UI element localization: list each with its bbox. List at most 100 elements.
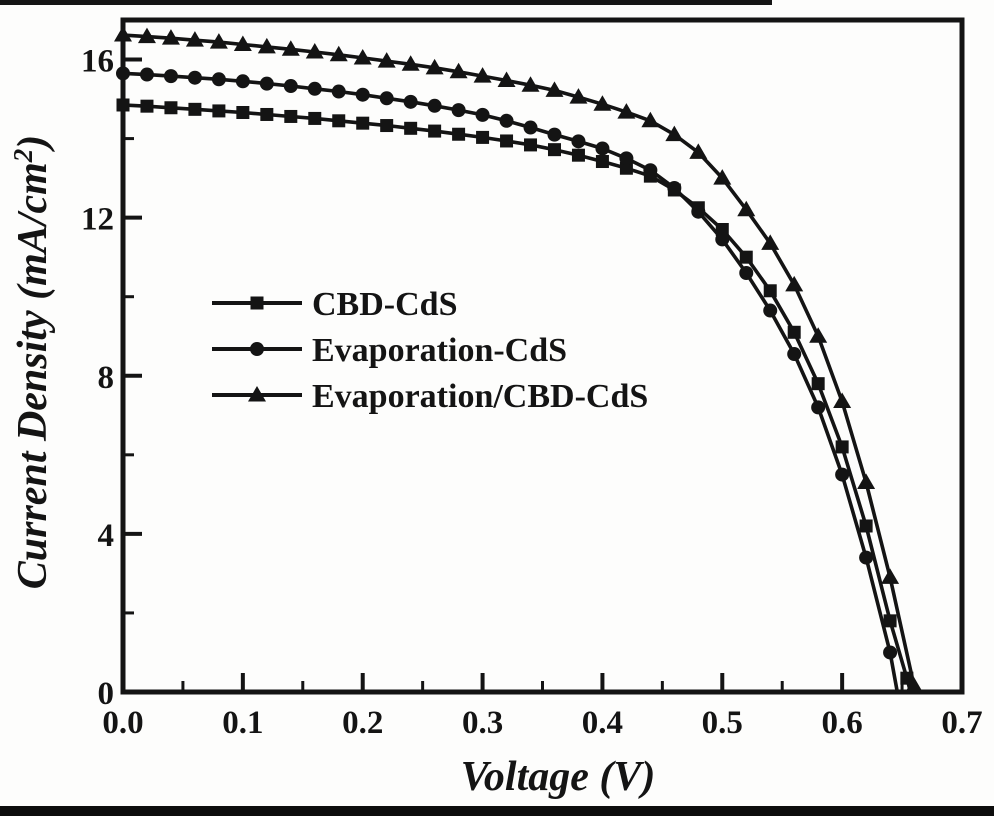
x-axis-tick-label: 0.2 bbox=[342, 705, 383, 741]
marker-triangle-evaporation-cbd-cds bbox=[713, 169, 732, 185]
marker-triangle-evaporation-cbd-cds bbox=[761, 234, 780, 250]
y-axis-title: Current Density (mA/cm2) bbox=[8, 135, 56, 590]
marker-triangle-evaporation-cbd-cds bbox=[137, 27, 156, 44]
marker-circle-evaporation-cds bbox=[739, 265, 754, 280]
marker-square-cbd-cds bbox=[308, 111, 322, 125]
marker-circle-evaporation-cds bbox=[331, 84, 346, 99]
series-line-evaporation-cds bbox=[122, 71, 900, 693]
marker-circle-evaporation-cds bbox=[163, 69, 178, 84]
marker-square-cbd-cds bbox=[116, 98, 130, 112]
marker-triangle-evaporation-cbd-cds bbox=[401, 55, 420, 71]
marker-square-cbd-cds bbox=[212, 104, 226, 118]
marker-triangle-evaporation-cbd-cds bbox=[809, 327, 828, 343]
marker-triangle-evaporation-cbd-cds bbox=[353, 48, 372, 65]
marker-triangle-evaporation-cbd-cds bbox=[425, 58, 444, 75]
marker-circle-evaporation-cds bbox=[787, 347, 802, 362]
x-axis-tick-label: 0.3 bbox=[462, 705, 503, 741]
marker-square-cbd-cds bbox=[883, 614, 897, 628]
x-axis-tick-label: 0.7 bbox=[941, 705, 982, 741]
marker-triangle-evaporation-cbd-cds bbox=[449, 62, 468, 79]
marker-square-cbd-cds bbox=[356, 116, 370, 130]
marker-triangle-evaporation-cbd-cds bbox=[665, 125, 684, 142]
legend-label: CBD-CdS bbox=[312, 286, 457, 323]
marker-circle-evaporation-cds bbox=[715, 232, 730, 247]
marker-circle-evaporation-cds bbox=[355, 87, 370, 102]
legend-item-cbd-cds: CBD-CdS bbox=[212, 286, 457, 323]
legend-marker-triangle bbox=[248, 386, 266, 402]
marker-triangle-evaporation-cbd-cds bbox=[114, 26, 132, 42]
marker-square-cbd-cds bbox=[476, 130, 490, 144]
x-axis-tick-label: 0.4 bbox=[582, 705, 623, 741]
marker-triangle-evaporation-cbd-cds bbox=[161, 29, 180, 45]
marker-triangle-evaporation-cbd-cds bbox=[689, 143, 708, 159]
marker-circle-evaporation-cds bbox=[451, 103, 466, 118]
marker-circle-evaporation-cds bbox=[187, 70, 202, 85]
series-evaporation-cbd-cds bbox=[114, 26, 924, 693]
series-evaporation-cds bbox=[116, 66, 900, 693]
y-axis-tick-label: 12 bbox=[81, 202, 114, 238]
marker-triangle-evaporation-cbd-cds bbox=[833, 392, 852, 408]
marker-circle-evaporation-cds bbox=[259, 76, 274, 91]
marker-square-cbd-cds bbox=[524, 138, 538, 152]
marker-circle-evaporation-cds bbox=[571, 134, 586, 149]
marker-circle-evaporation-cds bbox=[595, 141, 610, 156]
marker-square-cbd-cds bbox=[452, 127, 466, 141]
x-axis-title: Voltage (V) bbox=[461, 754, 656, 800]
marker-square-cbd-cds bbox=[380, 119, 394, 133]
legend-marker-circle bbox=[250, 342, 264, 356]
marker-circle-evaporation-cds bbox=[667, 181, 682, 195]
marker-square-cbd-cds bbox=[164, 101, 178, 115]
marker-triangle-evaporation-cbd-cds bbox=[641, 111, 660, 128]
y-axis-tick-label: 4 bbox=[98, 518, 115, 554]
marker-triangle-evaporation-cbd-cds bbox=[881, 568, 900, 584]
marker-circle-evaporation-cds bbox=[619, 151, 634, 166]
marker-triangle-evaporation-cbd-cds bbox=[857, 473, 876, 489]
marker-square-cbd-cds bbox=[404, 121, 418, 135]
marker-circle-evaporation-cds bbox=[523, 120, 538, 135]
marker-circle-evaporation-cds bbox=[116, 66, 130, 81]
marker-square-cbd-cds bbox=[787, 325, 801, 339]
legend-marker-square bbox=[250, 296, 264, 310]
legend-item-evaporation-cds: Evaporation-CdS bbox=[212, 332, 567, 369]
marker-triangle-evaporation-cbd-cds bbox=[257, 37, 276, 54]
y-axis-tick-label: 16 bbox=[81, 44, 114, 80]
x-axis-tick-label: 0.0 bbox=[102, 705, 143, 741]
marker-triangle-evaporation-cbd-cds bbox=[521, 76, 540, 92]
marker-circle-evaporation-cds bbox=[499, 113, 514, 128]
marker-triangle-evaporation-cbd-cds bbox=[377, 52, 396, 68]
marker-triangle-evaporation-cbd-cds bbox=[737, 200, 756, 217]
marker-circle-evaporation-cds bbox=[139, 67, 154, 82]
marker-square-cbd-cds bbox=[619, 161, 633, 175]
marker-square-cbd-cds bbox=[547, 143, 561, 157]
marker-circle-evaporation-cds bbox=[547, 127, 562, 142]
marker-circle-evaporation-cds bbox=[811, 400, 826, 415]
marker-square-cbd-cds bbox=[763, 284, 777, 298]
marker-triangle-evaporation-cbd-cds bbox=[785, 275, 804, 292]
marker-circle-evaporation-cds bbox=[475, 107, 490, 122]
x-axis-tick-label: 0.5 bbox=[702, 705, 743, 741]
y-axis-tick-label: 8 bbox=[98, 360, 115, 396]
marker-square-cbd-cds bbox=[595, 155, 609, 169]
marker-square-cbd-cds bbox=[811, 377, 825, 391]
marker-triangle-evaporation-cbd-cds bbox=[497, 71, 516, 87]
marker-circle-evaporation-cds bbox=[763, 303, 778, 318]
marker-circle-evaporation-cds bbox=[307, 81, 322, 96]
marker-square-cbd-cds bbox=[571, 148, 585, 162]
marker-square-cbd-cds bbox=[739, 250, 753, 264]
legend-label: Evaporation-CdS bbox=[312, 332, 567, 369]
marker-circle-evaporation-cds bbox=[835, 467, 850, 482]
marker-square-cbd-cds bbox=[188, 102, 202, 116]
marker-circle-evaporation-cds bbox=[283, 79, 298, 94]
marker-triangle-evaporation-cbd-cds bbox=[305, 43, 324, 59]
legend: CBD-CdS Evaporation-CdS Evaporation/CBD-Cd… bbox=[212, 286, 648, 415]
marker-square-cbd-cds bbox=[500, 134, 514, 148]
marker-square-cbd-cds bbox=[715, 223, 729, 237]
marker-circle-evaporation-cds bbox=[403, 94, 418, 109]
marker-triangle-evaporation-cbd-cds bbox=[905, 677, 924, 693]
x-axis-tick-label: 0.6 bbox=[822, 705, 863, 741]
marker-circle-evaporation-cds bbox=[883, 645, 898, 660]
marker-circle-evaporation-cds bbox=[643, 163, 658, 178]
marker-circle-evaporation-cds bbox=[691, 204, 706, 219]
